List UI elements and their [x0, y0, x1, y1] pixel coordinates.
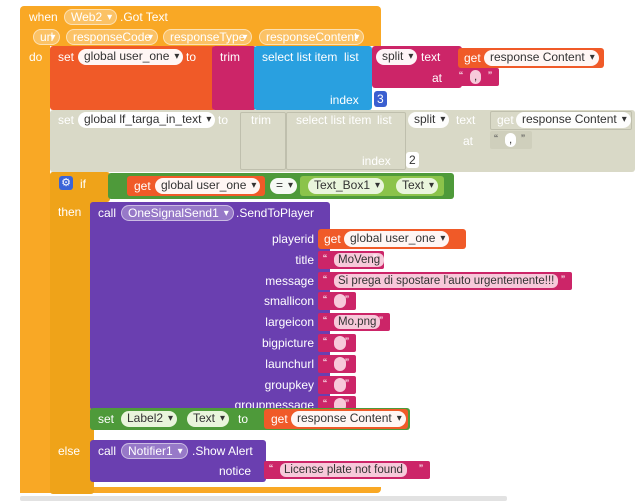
to-label-label2: to [238, 412, 249, 426]
split-at-value[interactable]: , [470, 70, 482, 84]
at-label: at [432, 71, 443, 85]
notice-string-block[interactable]: “ License plate not found ” [264, 461, 430, 479]
list-label-2: list [377, 113, 392, 127]
eq-operator-dropdown[interactable]: = [270, 178, 298, 194]
split-at-value-2[interactable]: , [505, 133, 517, 147]
to-label: to [186, 50, 197, 64]
get-dropdown-user-one-if[interactable]: global user_one [155, 178, 261, 194]
text-block-launchurl[interactable]: “” [318, 355, 356, 373]
get-dropdown-response-content[interactable]: response Content [484, 50, 599, 66]
trim-label: trim [220, 50, 240, 64]
index-number-2[interactable]: 2 [406, 152, 419, 168]
text-block-largeicon[interactable]: “Mo.png” [318, 313, 390, 331]
select-ghost-outline [286, 112, 406, 170]
index-label: index [330, 93, 359, 107]
component-dropdown-web2[interactable]: Web2 [64, 9, 118, 25]
set-label-2: set [58, 113, 75, 127]
param-label-largeicon: largeicon [265, 315, 314, 329]
component-dropdown-notifier1[interactable]: Notifier1 [121, 443, 188, 459]
select-list-item-block[interactable] [254, 46, 372, 110]
var-dropdown-lf-targa[interactable]: global lf_targa_in_text [78, 112, 216, 128]
onesignal-send-block[interactable] [90, 202, 330, 410]
split-at-string[interactable]: “ , ” [455, 68, 499, 86]
text-value-groupkey[interactable] [334, 378, 346, 392]
var-dropdown-user-one[interactable]: global user_one [78, 49, 184, 65]
prop-dropdown-text-label2[interactable]: Text [187, 411, 230, 427]
set-label: set [58, 50, 75, 64]
list-label: list [344, 50, 359, 64]
text-value-launchurl[interactable] [334, 357, 346, 371]
method-label-send-to-player: .SendToPlayer [236, 206, 315, 220]
param-response-content[interactable]: responseContent [259, 29, 365, 45]
component-dropdown-label2[interactable]: Label2 [121, 411, 178, 427]
text-block-bigpicture[interactable]: “” [318, 334, 356, 352]
trim-ghost-outline [240, 112, 286, 170]
param-label-playerid: playerid [271, 232, 314, 246]
split-dropdown[interactable]: split [376, 49, 418, 65]
split-at-string-2[interactable]: “ , ” [490, 131, 532, 149]
param-label-groupkey: groupkey [264, 378, 314, 392]
method-label-show-alert: .Show Alert [192, 444, 253, 458]
index-label-2: index [362, 154, 391, 168]
get-dropdown-response-content-label2[interactable]: response Content [291, 411, 406, 427]
index-number[interactable]: 3 [374, 91, 387, 107]
param-label-smallicon: smallicon [263, 294, 314, 308]
call-label-notifier: call [98, 444, 117, 458]
select-list-item-label-2: select list item [296, 113, 372, 127]
text-block-groupkey[interactable]: “” [318, 376, 356, 394]
text-value-largeicon[interactable]: Mo.png [334, 315, 381, 329]
text-block-message[interactable]: “Si prega di spostare l'auto urgentement… [318, 272, 572, 290]
gear-icon[interactable]: ⚙ [59, 176, 73, 190]
text-value-title[interactable]: MoVeng [334, 253, 385, 267]
get-label-if: get [134, 179, 151, 193]
trim-label-2: trim [251, 113, 271, 127]
get-dropdown-playerid[interactable]: global user_one [344, 231, 450, 247]
do-label: do [29, 50, 43, 64]
get-label-label2: get [271, 412, 288, 426]
get-label-2: get [497, 113, 514, 127]
text-value-bigpicture[interactable] [334, 336, 346, 350]
param-label-message: message [265, 274, 314, 288]
param-label-bigpicture: bigpicture [261, 336, 314, 350]
param-label-launchurl: launchurl [265, 357, 314, 371]
else-label: else [58, 444, 81, 458]
param-response-type[interactable]: responseType [163, 29, 253, 45]
if-then-else-block[interactable] [50, 172, 94, 494]
notice-string-value[interactable]: License plate not found [280, 463, 407, 477]
text-block-title[interactable]: “MoVeng” [318, 251, 385, 269]
prop-dropdown-text[interactable]: Text [396, 178, 439, 194]
get-label-playerid: get [324, 232, 341, 246]
at-label-2: at [463, 134, 474, 148]
set-label-label2: set [98, 412, 115, 426]
component-dropdown-onesignal[interactable]: OneSignalSend1 [121, 205, 234, 221]
call-label: call [98, 206, 117, 220]
text-label-2: text [456, 113, 476, 127]
param-url[interactable]: url [33, 29, 61, 45]
text-value-message[interactable]: Si prega di spostare l'auto urgentemente… [334, 274, 559, 288]
get-label: get [464, 51, 481, 65]
select-list-item-label: select list item [262, 50, 338, 64]
if-label: if [80, 177, 86, 191]
text-value-smallicon[interactable] [334, 294, 346, 308]
get-dropdown-response-content-2[interactable]: response Content [516, 112, 631, 128]
horizontal-scrollbar[interactable] [20, 496, 507, 501]
when-label: when [29, 10, 58, 24]
param-response-code[interactable]: responseCode [66, 29, 159, 45]
get-block-playerid[interactable]: get global user_one [318, 229, 466, 249]
text-label: text [421, 50, 441, 64]
then-label: then [58, 205, 82, 219]
component-dropdown-textbox1[interactable]: Text_Box1 [308, 178, 385, 194]
event-name-label: .Got Text [120, 10, 168, 24]
trim-block[interactable] [212, 46, 256, 110]
split-dropdown-2[interactable]: split [408, 112, 450, 128]
param-label-title: title [295, 253, 314, 267]
event-body-left-bar [20, 46, 50, 493]
notice-label: notice [219, 464, 252, 478]
to-label-2: to [218, 113, 229, 127]
text-block-smallicon[interactable]: “” [318, 292, 356, 310]
